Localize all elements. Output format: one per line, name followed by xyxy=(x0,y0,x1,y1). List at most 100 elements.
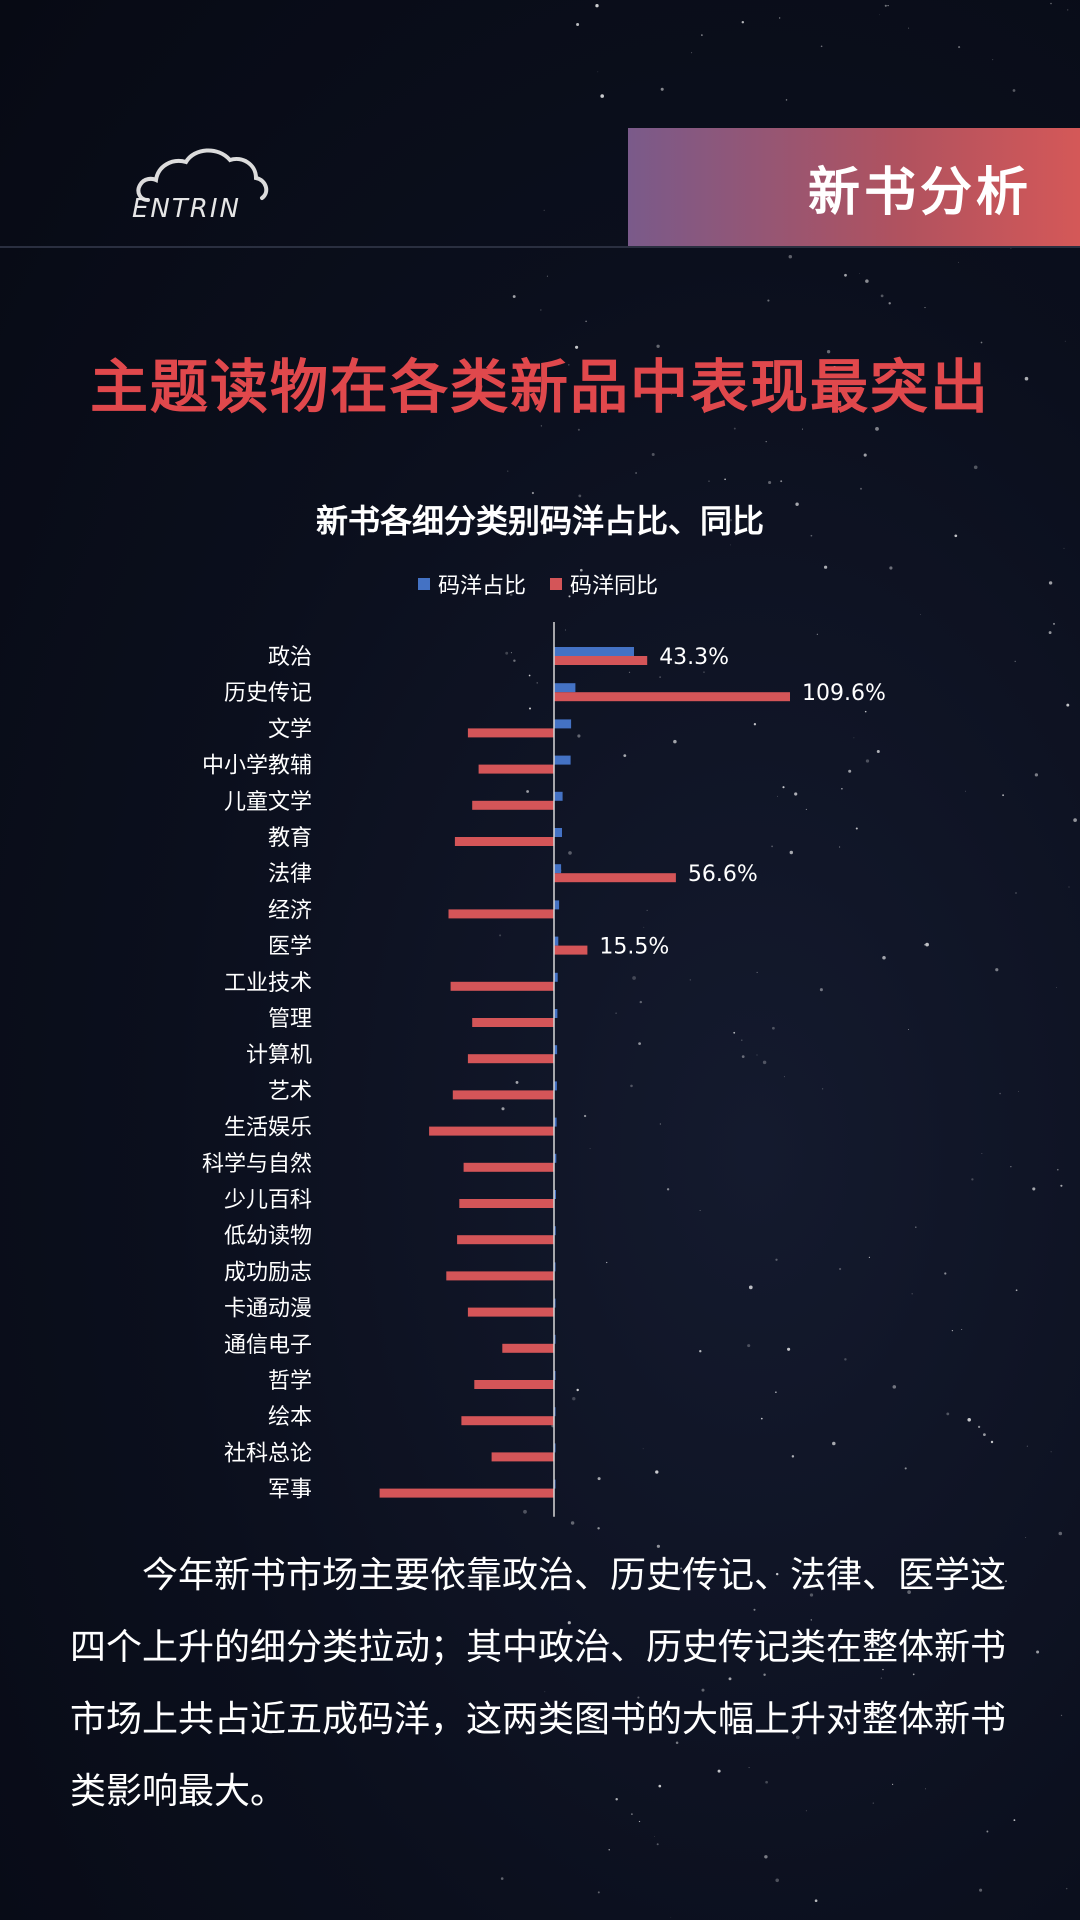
bar-yoy xyxy=(459,1199,554,1208)
star-dot xyxy=(600,94,604,98)
star-dot xyxy=(651,453,655,456)
star-dot xyxy=(859,487,863,490)
category-label: 经济 xyxy=(268,898,312,923)
legend-item-yoy: 码洋同比 xyxy=(550,568,658,600)
star-dot xyxy=(986,1830,989,1833)
star-dot xyxy=(531,491,534,495)
category-label: 绘本 xyxy=(268,1405,312,1430)
bar-share xyxy=(554,683,576,693)
star-dot xyxy=(654,1836,656,1837)
category-label: 中小学教辅 xyxy=(202,754,312,779)
star-dot xyxy=(741,20,745,24)
bar-share xyxy=(554,1009,558,1018)
star-dot xyxy=(512,295,516,298)
category-label: 社科总论 xyxy=(224,1441,312,1466)
star-dot xyxy=(973,465,978,470)
bar-share xyxy=(554,828,562,837)
star-dot xyxy=(1048,581,1053,585)
star-dot xyxy=(875,427,879,431)
bar-yoy xyxy=(478,764,554,774)
star-dot xyxy=(543,209,545,211)
star-dot xyxy=(724,478,726,481)
summary-paragraph: 今年新书市场主要依靠政治、历史传记、法律、医学这四个上升的细分类拉动；其中政治、… xyxy=(70,1555,1007,1812)
legend-label-share: 码洋占比 xyxy=(438,574,527,599)
bar-yoy xyxy=(379,1488,554,1498)
legend-swatch-share xyxy=(418,578,430,590)
bar-yoy xyxy=(554,656,648,665)
star-dot xyxy=(844,273,847,277)
star-dot xyxy=(801,428,803,430)
bar-yoy xyxy=(457,1235,554,1245)
category-label: 少儿百科 xyxy=(224,1188,312,1213)
bar-share xyxy=(554,1190,556,1199)
category-label: 法律 xyxy=(268,862,312,887)
chart-legend: 码洋占比 码洋同比 xyxy=(418,568,658,600)
star-dot xyxy=(880,294,884,298)
star-dot xyxy=(670,1916,672,1918)
bar-share xyxy=(554,1081,557,1091)
bar-yoy xyxy=(472,800,554,810)
star-dot xyxy=(635,472,637,474)
star-dot xyxy=(767,299,770,302)
bar-share xyxy=(554,900,560,910)
star-dot xyxy=(992,59,994,61)
category-label: 儿童文学 xyxy=(224,790,312,815)
data-label-yoy: 43.3% xyxy=(659,645,729,670)
star-dot xyxy=(908,27,910,29)
header-divider xyxy=(0,246,1080,248)
bar-yoy xyxy=(467,1307,554,1317)
star-dot xyxy=(865,279,869,283)
bar-yoy xyxy=(554,873,676,883)
category-label: 计算机 xyxy=(246,1043,312,1068)
bar-yoy xyxy=(463,1162,554,1172)
star-dot xyxy=(570,1521,575,1525)
star-dot xyxy=(780,480,783,483)
star-dot xyxy=(1025,1537,1027,1538)
star-dot xyxy=(879,14,880,16)
star-dot xyxy=(764,1855,768,1859)
category-label: 通信电子 xyxy=(224,1333,312,1358)
star-dot xyxy=(507,470,509,472)
bar-yoy xyxy=(467,728,554,738)
star-dot xyxy=(820,45,823,48)
star-dot xyxy=(1058,1531,1063,1536)
bar-share xyxy=(554,1226,556,1236)
bar-yoy xyxy=(454,837,554,846)
category-label: 政治 xyxy=(268,645,312,670)
entrin-logo: ENTRIN xyxy=(130,140,280,230)
star-dot xyxy=(597,71,599,73)
star-dot xyxy=(788,254,793,259)
bar-yoy xyxy=(467,1054,554,1064)
bar-share xyxy=(554,647,634,656)
legend-swatch-yoy xyxy=(550,578,563,590)
star-dot xyxy=(691,52,693,54)
data-label-yoy: 15.5% xyxy=(599,935,669,960)
legend-label-yoy: 码洋同比 xyxy=(570,574,659,599)
bar-yoy xyxy=(554,945,588,955)
category-label: 军事 xyxy=(268,1478,312,1503)
category-label: 生活娱乐 xyxy=(224,1116,312,1141)
legend-item-share: 码洋占比 xyxy=(418,568,526,600)
star-dot xyxy=(730,544,731,546)
star-dot xyxy=(585,320,587,323)
star-dot xyxy=(1063,547,1065,549)
star-dot xyxy=(656,1843,659,1846)
category-label: 低幼读物 xyxy=(224,1224,312,1249)
bar-share xyxy=(554,791,563,801)
star-dot xyxy=(924,307,926,309)
star-dot xyxy=(920,613,921,615)
chart-title: 新书各细分类别码洋占比、同比 xyxy=(315,502,764,540)
bar-yoy xyxy=(452,1090,554,1100)
bar-yoy xyxy=(450,981,554,991)
star-dot xyxy=(889,566,893,570)
star-dot xyxy=(733,427,736,430)
category-label: 卡通动漫 xyxy=(224,1297,312,1322)
category-label: 管理 xyxy=(268,1007,312,1032)
star-dot xyxy=(608,1849,610,1851)
category-label: 成功励志 xyxy=(224,1260,312,1285)
star-dot xyxy=(546,275,548,277)
bar-yoy xyxy=(472,1018,554,1027)
bar-yoy xyxy=(429,1126,554,1136)
category-label: 文学 xyxy=(268,717,312,742)
